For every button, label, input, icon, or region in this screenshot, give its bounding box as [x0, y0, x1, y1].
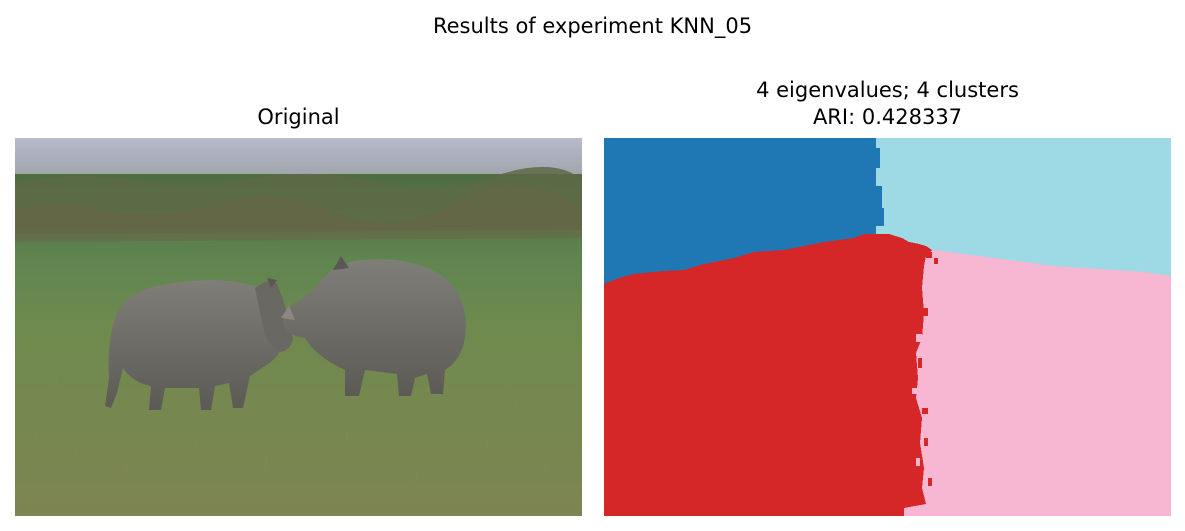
- segmentation-title-line1: 4 eigenvalues; 4 clusters: [756, 78, 1019, 102]
- right-rhino: [281, 256, 466, 396]
- original-panel-title: Original: [257, 105, 340, 129]
- sky: [15, 138, 582, 180]
- left-rhino: [105, 278, 293, 410]
- segmentation-map: [604, 138, 1171, 516]
- segmentation-panel-title: 4 eigenvalues; 4 clusters ARI: 0.428337: [604, 77, 1171, 131]
- cluster-map: [604, 138, 1171, 516]
- segmentation-title-line2: ARI: 0.428337: [812, 105, 963, 129]
- bushes: [15, 185, 582, 242]
- figure-suptitle: Results of experiment KNN_05: [432, 14, 753, 38]
- original-image: [15, 138, 582, 516]
- cluster-region-2: [604, 234, 932, 516]
- cluster-region-3: [904, 248, 1171, 516]
- grass-texture: [34, 377, 548, 484]
- cluster-region-0: [604, 138, 884, 284]
- original-photo: [15, 138, 582, 516]
- boundary-pixels: [918, 252, 938, 486]
- boundary-pixels-pink: [912, 334, 922, 466]
